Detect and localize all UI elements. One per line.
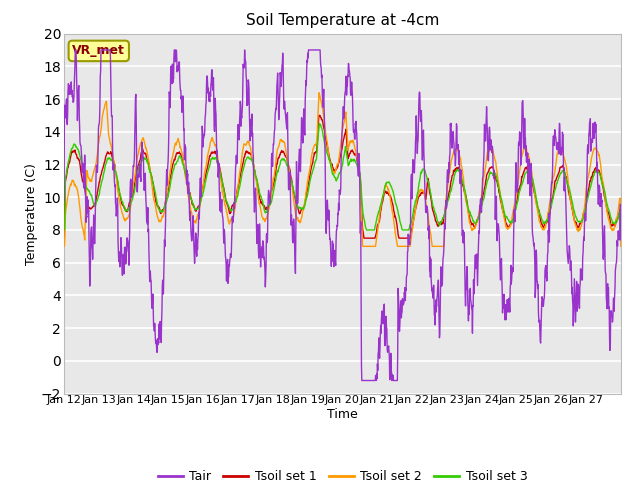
- X-axis label: Time: Time: [327, 408, 358, 421]
- Text: VR_met: VR_met: [72, 44, 125, 58]
- Title: Soil Temperature at -4cm: Soil Temperature at -4cm: [246, 13, 439, 28]
- Legend: Tair, Tsoil set 1, Tsoil set 2, Tsoil set 3: Tair, Tsoil set 1, Tsoil set 2, Tsoil se…: [152, 465, 532, 480]
- Y-axis label: Temperature (C): Temperature (C): [25, 163, 38, 264]
